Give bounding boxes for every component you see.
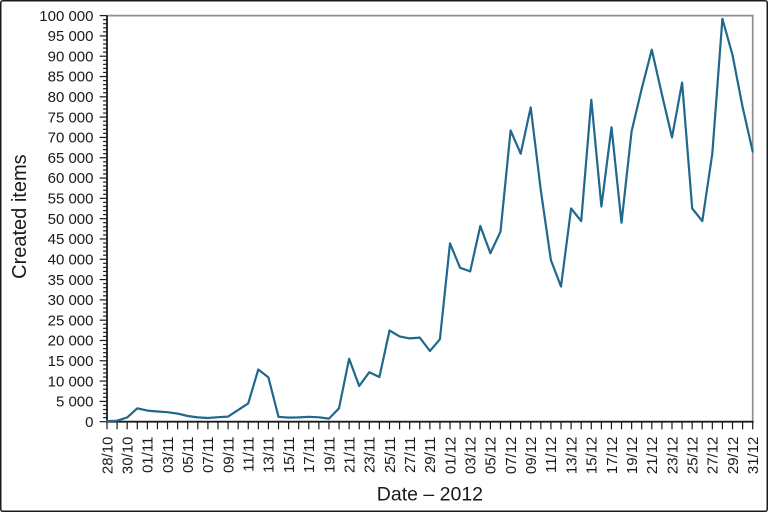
svg-text:90 000: 90 000: [48, 48, 94, 65]
svg-text:10 000: 10 000: [48, 373, 94, 390]
svg-text:17/11: 17/11: [301, 437, 318, 473]
svg-text:60 000: 60 000: [48, 170, 94, 187]
svg-text:80 000: 80 000: [48, 89, 94, 106]
svg-text:13/11: 13/11: [261, 437, 278, 473]
svg-text:50 000: 50 000: [48, 211, 94, 228]
svg-text:30/10: 30/10: [119, 437, 136, 475]
svg-text:21/11: 21/11: [341, 437, 358, 473]
svg-text:09/12: 09/12: [523, 437, 540, 475]
svg-text:23/11: 23/11: [362, 437, 379, 473]
svg-text:95 000: 95 000: [48, 28, 94, 45]
svg-text:01/12: 01/12: [442, 437, 459, 475]
svg-text:15/12: 15/12: [584, 437, 601, 475]
svg-text:70 000: 70 000: [48, 130, 94, 147]
svg-text:35 000: 35 000: [48, 272, 94, 289]
svg-text:65 000: 65 000: [48, 150, 94, 167]
svg-text:17/12: 17/12: [604, 437, 621, 475]
svg-text:30 000: 30 000: [48, 292, 94, 309]
svg-text:01/11: 01/11: [140, 437, 157, 473]
svg-text:25/11: 25/11: [382, 437, 399, 473]
svg-text:45 000: 45 000: [48, 231, 94, 248]
svg-text:09/11: 09/11: [220, 437, 237, 473]
svg-text:5 000: 5 000: [56, 394, 94, 411]
svg-text:Date – 2012: Date – 2012: [377, 483, 483, 505]
svg-text:19/11: 19/11: [321, 437, 338, 473]
svg-text:07/11: 07/11: [200, 437, 217, 473]
svg-text:85 000: 85 000: [48, 69, 94, 86]
svg-text:Created items: Created items: [9, 154, 31, 279]
svg-text:03/12: 03/12: [463, 437, 480, 475]
svg-text:31/12: 31/12: [745, 437, 762, 475]
svg-text:07/12: 07/12: [503, 437, 520, 475]
svg-text:75 000: 75 000: [48, 109, 94, 126]
svg-text:55 000: 55 000: [48, 191, 94, 208]
svg-text:19/12: 19/12: [624, 437, 641, 475]
svg-text:11/11: 11/11: [241, 437, 258, 472]
svg-text:25/12: 25/12: [684, 437, 701, 475]
svg-text:20 000: 20 000: [48, 333, 94, 350]
svg-text:28/10: 28/10: [99, 437, 116, 475]
svg-text:29/11: 29/11: [422, 437, 439, 473]
svg-text:100 000: 100 000: [39, 8, 93, 25]
svg-text:05/12: 05/12: [483, 437, 500, 475]
svg-text:27/11: 27/11: [402, 437, 419, 473]
svg-text:05/11: 05/11: [180, 437, 197, 473]
svg-text:21/12: 21/12: [644, 437, 661, 475]
svg-text:11/12: 11/12: [543, 437, 560, 473]
svg-text:15 000: 15 000: [48, 353, 94, 370]
svg-text:23/12: 23/12: [664, 437, 681, 475]
svg-text:15/11: 15/11: [281, 437, 298, 473]
svg-text:29/12: 29/12: [725, 437, 742, 475]
svg-text:03/11: 03/11: [160, 437, 177, 473]
svg-text:25 000: 25 000: [48, 312, 94, 329]
svg-text:0: 0: [85, 414, 93, 431]
svg-text:13/12: 13/12: [563, 437, 580, 475]
svg-text:27/12: 27/12: [705, 437, 722, 475]
svg-text:40 000: 40 000: [48, 251, 94, 268]
